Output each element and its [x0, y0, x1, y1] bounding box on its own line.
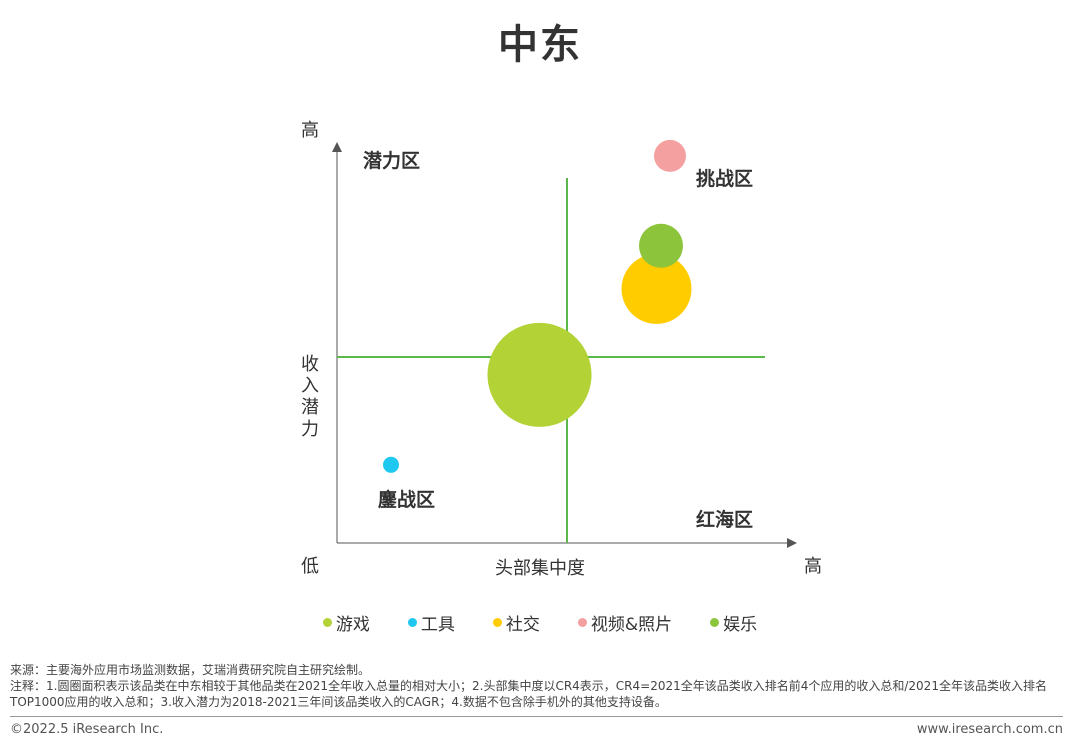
copyright: ©2022.5 iResearch Inc. — [10, 722, 164, 737]
bubble-tools — [383, 456, 399, 473]
bubble-video-photo — [654, 139, 686, 172]
x-axis-high-label: 高 — [804, 556, 822, 577]
notes: 来源：主要海外应用市场监测数据，艾瑞消费研究院自主研究绘制。 注释：1.圆圈面积… — [10, 662, 1076, 710]
quadrant-label-redsea: 红海区 — [696, 508, 753, 531]
legend-item-entertainment: 娱乐 — [710, 610, 757, 635]
legend-item-video-photo: 视频&照片 — [577, 610, 673, 635]
bubble-chart: 高 低 高 头部集中度 收入潜力 潜力区 挑战区 鏖战区 红海区 — [301, 120, 822, 579]
legend-dot — [577, 618, 587, 627]
legend-label: 游戏 — [335, 615, 370, 635]
legend: 游戏 工具 社交 视频&照片 娱乐 — [0, 610, 1080, 635]
bubble-social — [621, 253, 692, 324]
bubble-entertainment — [639, 223, 683, 268]
legend-dot — [492, 618, 502, 627]
legend-dot — [710, 618, 720, 627]
legend-label: 工具 — [420, 615, 455, 635]
y-axis-title: 收入潜力 — [301, 354, 319, 440]
quadrant-label-challenge: 挑战区 — [696, 168, 753, 190]
legend-item-game: 游戏 — [322, 610, 370, 635]
legend-label: 娱乐 — [723, 615, 758, 635]
quadrant-label-potential: 潜力区 — [363, 149, 420, 172]
legend-label: 视频&照片 — [590, 615, 673, 635]
footnote: 注释：1.圆圈面积表示该品类在中东相较于其他品类在2021全年收入总量的相对大小… — [10, 679, 1047, 709]
bubble-game — [487, 322, 592, 427]
website: www.iresearch.com.cn — [916, 722, 1063, 737]
legend-dot — [407, 618, 417, 627]
legend-item-tools: 工具 — [407, 610, 455, 635]
chart-title: 中东 — [498, 22, 582, 68]
footer-divider — [10, 716, 1063, 717]
y-axis-high-label: 高 — [301, 120, 319, 141]
x-axis-arrow — [787, 538, 797, 548]
quadrant-label-battle: 鏖战区 — [378, 488, 435, 511]
x-axis-title: 头部集中度 — [495, 558, 585, 579]
axis-low-label: 低 — [301, 556, 319, 577]
legend-dot — [322, 618, 332, 627]
source-note: 来源：主要海外应用市场监测数据，艾瑞消费研究院自主研究绘制。 — [10, 663, 371, 677]
bubbles — [383, 139, 692, 473]
legend-label: 社交 — [505, 615, 540, 635]
y-axis-arrow — [332, 142, 342, 152]
legend-item-social: 社交 — [492, 610, 540, 635]
